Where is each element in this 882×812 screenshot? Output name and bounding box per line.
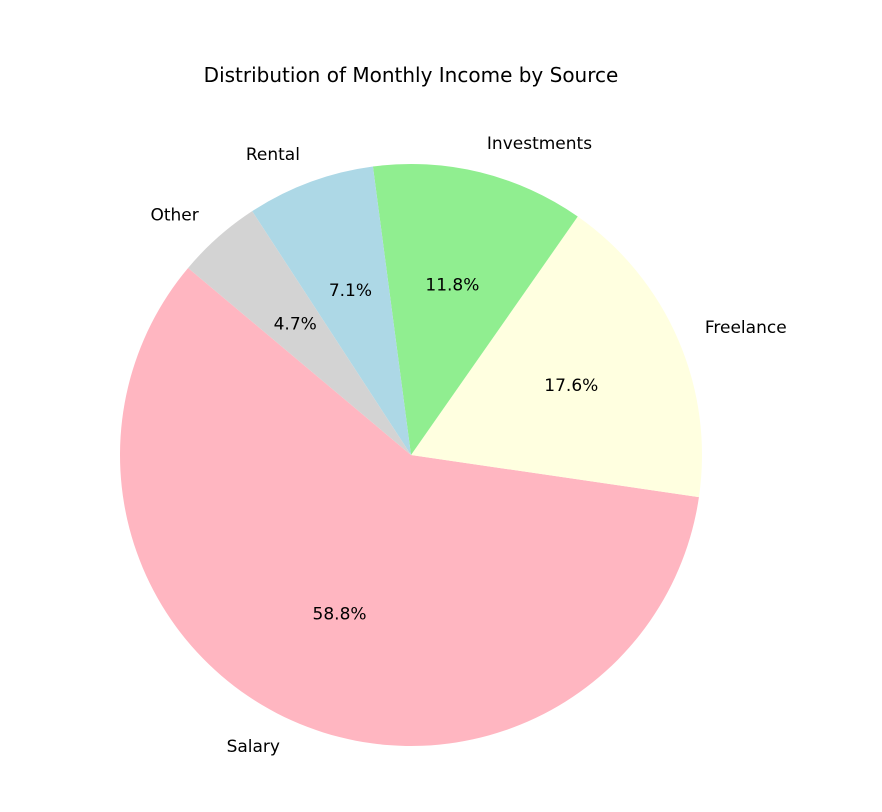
pie-labels: Salary 58.8% Freelance 17.6% Investments 11.8… xyxy=(150,134,786,757)
chart-title: Distribution of Monthly Income by Source xyxy=(204,63,619,87)
pie-slice-investments xyxy=(372,163,578,456)
slice-pct-rental: 7.1% xyxy=(329,281,372,301)
slice-pct-investments: 11.8% xyxy=(425,275,479,295)
pie-slice-salary xyxy=(120,267,699,746)
pie-slice-freelance xyxy=(411,216,703,498)
pie-slice-rental xyxy=(252,166,411,455)
slice-label-other: Other xyxy=(150,205,198,225)
pie-slices xyxy=(120,163,703,746)
slice-pct-salary: 58.8% xyxy=(313,604,367,624)
slice-label-rental: Rental xyxy=(246,145,300,165)
slice-label-salary: Salary xyxy=(227,737,280,757)
slice-label-freelance: Freelance xyxy=(705,318,787,338)
pie-slice-other xyxy=(188,211,411,455)
slice-label-investments: Investments xyxy=(487,134,592,154)
slice-pct-other: 4.7% xyxy=(274,314,317,334)
slice-pct-freelance: 17.6% xyxy=(544,376,598,396)
